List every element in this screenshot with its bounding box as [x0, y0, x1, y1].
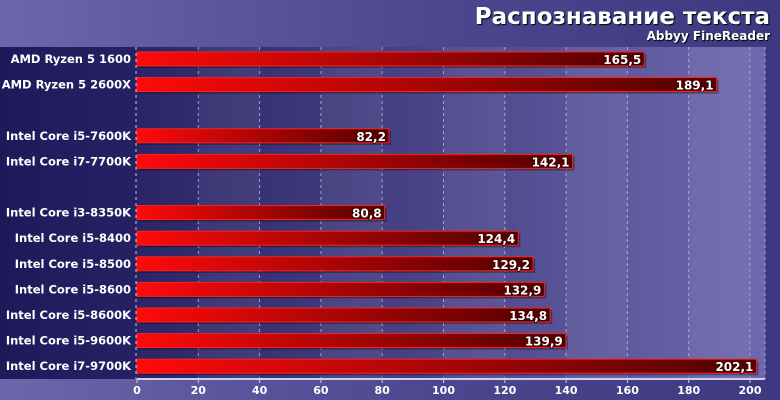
data-label: 142,1	[532, 155, 570, 169]
x-tick-label: 60	[313, 384, 329, 397]
x-tick-label: 160	[616, 384, 639, 397]
chart-title: Распознавание текста	[474, 4, 770, 30]
data-label: 124,4	[477, 232, 515, 246]
x-tick-label: 180	[677, 384, 700, 397]
category-label: AMD Ryzen 5 1600	[11, 52, 131, 66]
category-label: Intel Core i7-7700K	[6, 154, 132, 168]
bar	[136, 307, 551, 323]
bar	[136, 77, 718, 93]
x-tick-label: 200	[739, 384, 762, 397]
category-label: AMD Ryzen 5 2600X	[2, 78, 131, 92]
category-label: Intel Core i5-8600	[15, 282, 131, 296]
x-tick-label: 100	[432, 384, 455, 397]
bar	[136, 205, 386, 221]
data-label: 132,9	[503, 283, 541, 297]
category-label: Intel Core i5-9600K	[6, 334, 132, 348]
bar	[136, 358, 757, 374]
category-label: Intel Core i5-7600K	[6, 129, 132, 143]
data-label: 165,5	[603, 53, 641, 67]
x-tick-label: 40	[252, 384, 268, 397]
bar	[136, 333, 567, 349]
grid-band	[443, 47, 505, 379]
bar	[136, 281, 545, 297]
x-tick-label: 20	[191, 384, 207, 397]
bar	[136, 153, 574, 169]
category-label: Intel Core i5-8600K	[6, 308, 132, 322]
data-label: 82,2	[356, 130, 386, 144]
data-label: 189,1	[676, 79, 714, 93]
bar	[136, 51, 645, 67]
grid-band	[688, 47, 750, 379]
x-tick-label: 140	[555, 384, 578, 397]
data-label: 134,8	[509, 309, 547, 323]
grid-band	[566, 47, 628, 379]
category-label: Intel Core i7-9700K	[6, 359, 132, 373]
category-label: Intel Core i3-8350K	[6, 206, 132, 220]
data-label: 202,1	[715, 360, 753, 374]
data-label: 129,2	[492, 258, 530, 272]
data-label: 139,9	[525, 335, 563, 349]
category-label: Intel Core i5-8500	[15, 257, 131, 271]
bar	[136, 230, 519, 246]
category-label: Intel Core i5-8400	[15, 231, 131, 245]
x-tick-label: 80	[375, 384, 391, 397]
label-panel	[0, 47, 137, 379]
bar	[136, 128, 390, 144]
bar	[136, 256, 534, 272]
x-tick-label: 120	[493, 384, 516, 397]
x-tick-label: 0	[133, 384, 141, 397]
data-label: 80,8	[352, 207, 382, 221]
chart-subtitle: Abbyy FineReader	[646, 29, 770, 43]
